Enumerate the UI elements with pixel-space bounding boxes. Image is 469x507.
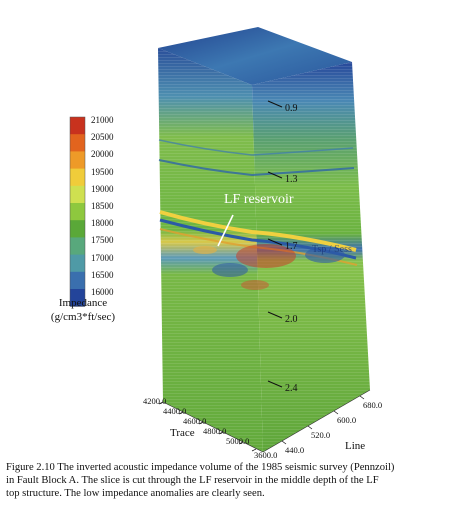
depth-tick: [267, 380, 283, 388]
colorbar-swatch: [70, 185, 85, 204]
trace-tick: [251, 448, 257, 452]
line-tick-label: 440.0: [285, 445, 304, 455]
colorbar-swatch: [70, 168, 85, 187]
low-impedance-anomaly: [236, 244, 296, 268]
colorbar-tick-label: 19500: [91, 166, 114, 177]
line-tick-label: 520.0: [311, 430, 330, 440]
trace-tick: [198, 421, 204, 425]
colorbar-swatch: [70, 289, 85, 307]
colorbar-tick-label: 16500: [91, 269, 114, 280]
depth-label: 0.9: [285, 103, 298, 114]
depth-tick: [267, 238, 283, 246]
depth-label: 2.4: [285, 383, 298, 394]
colorbar-tick-label: 20000: [91, 149, 114, 160]
colorbar-swatch: [70, 271, 85, 290]
colorbar-swatch: [70, 151, 85, 170]
trace-tick: [158, 401, 164, 405]
caption-line-1: Figure 2.10 The inverted acoustic impeda…: [6, 462, 395, 473]
colorbar-tick-label: 20500: [91, 132, 114, 143]
colorbar-swatch: [70, 203, 85, 221]
line-tick-label: 680.0: [363, 400, 382, 410]
reservoir-label: LF reservoir: [224, 192, 294, 207]
trace-tick: [218, 431, 224, 435]
figure-caption: Figure 2.10 The inverted acoustic impeda…: [6, 461, 466, 501]
line-axis-label: Line: [345, 440, 365, 452]
depth-tick: [267, 171, 283, 179]
caption-line-3: top structure. The low impedance anomali…: [6, 488, 265, 500]
colorbar-swatch: [70, 254, 85, 273]
line-tick-label: 600.0: [337, 415, 356, 425]
depth-markers: 0.9 1.3 1.7 2.0 2.4: [267, 100, 298, 394]
colorbar-tick-label: 16000: [91, 287, 114, 297]
caption-line-2: in Fault Block A. The slice is cut throu…: [6, 475, 379, 487]
reservoir-pointer-line: [217, 214, 234, 247]
colorbar-tick-label: 18500: [91, 201, 114, 211]
lf-reservoir-horizon: [159, 210, 357, 252]
colorbar-title: Impedance (g/cm3*ft/sec): [33, 296, 133, 324]
line-tick: [281, 440, 287, 445]
colorbar-swatch: [70, 237, 85, 256]
colorbar-title-line1: Impedance: [58, 297, 108, 309]
colorbar-tick-label: 19000: [91, 183, 114, 194]
trace-tick-label: 4200.0: [143, 396, 166, 406]
line-axis: 440.0 520.0 600.0 680.0: [281, 395, 382, 455]
depth-tick: [267, 311, 283, 319]
depth-tick: [267, 100, 283, 108]
impedance-colorbar: [69, 116, 86, 307]
impedance-volume-block: 0.9 1.3 1.7 2.0 2.4 LF reservoir Tsp / Sess: [158, 27, 371, 453]
trace-tick-label: 4600.0: [183, 416, 206, 426]
trace-tick-label: 4400.0: [163, 406, 186, 416]
volume-top-face: [158, 27, 352, 85]
colorbar-tick-label: 17000: [91, 252, 114, 263]
line-tick: [307, 425, 313, 430]
depth-label: 2.0: [285, 314, 298, 325]
anomaly-label: Tsp / Sess: [312, 244, 352, 255]
trace-tick: [238, 441, 244, 445]
depth-label: 1.7: [285, 241, 298, 252]
line-tick: [359, 395, 365, 400]
colorbar-tick-label: 18000: [91, 218, 114, 229]
colorbar-tick-label: 21000: [91, 115, 114, 125]
line-tick: [333, 410, 339, 415]
trace-tick: [178, 411, 184, 415]
trace-tick-label: 3600.0: [254, 450, 277, 460]
colorbar-swatch: [70, 117, 85, 135]
trace-axis-label: Trace: [170, 427, 195, 439]
colorbar-swatch: [70, 134, 85, 152]
trace-tick-label: 4800.0: [203, 426, 226, 436]
trace-tick-label: 5000.0: [226, 436, 249, 446]
depth-label: 1.3: [285, 174, 298, 185]
colorbar-swatch: [70, 220, 85, 238]
colorbar-title-line2: (g/cm3*ft/sec): [50, 311, 116, 323]
colorbar-tick-label: 17500: [91, 235, 114, 246]
